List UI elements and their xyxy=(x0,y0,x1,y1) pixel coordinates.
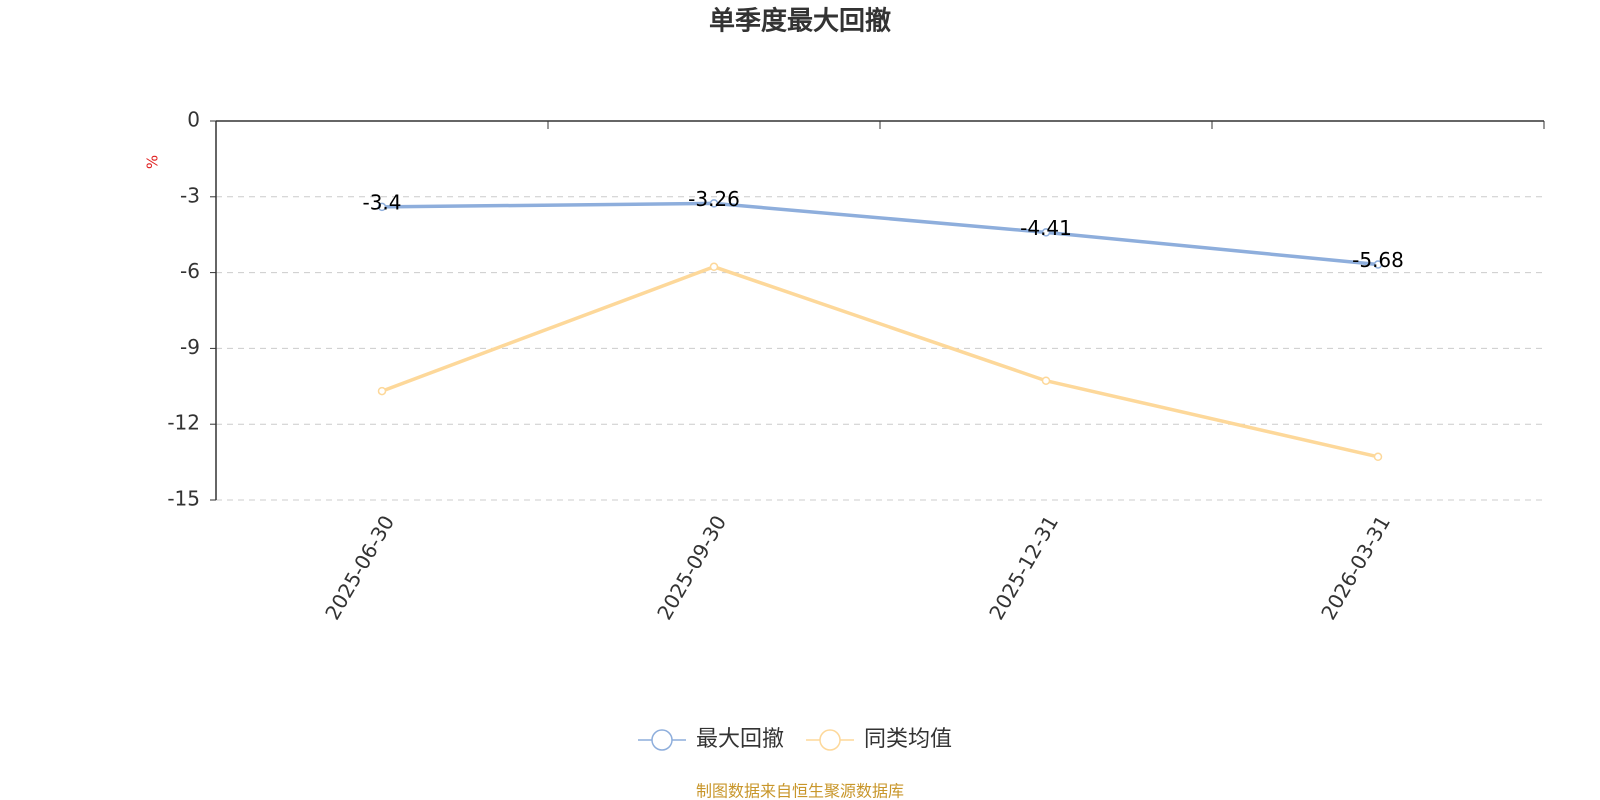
legend-label: 同类均值 xyxy=(864,727,952,752)
legend-item[interactable]: 同类均值 xyxy=(806,727,952,752)
data-label: -4.41 xyxy=(1020,216,1072,240)
data-point xyxy=(1373,260,1383,269)
y-tick-label: -6 xyxy=(180,259,200,283)
x-tick-label: 2025-12-31 xyxy=(984,511,1063,624)
source-note: 制图数据来自恒生聚源数据库 xyxy=(696,782,904,800)
y-tick-label: 0 xyxy=(187,108,200,132)
data-point xyxy=(1041,376,1051,385)
legend-item[interactable]: 最大回撤 xyxy=(638,727,784,752)
y-tick-label: -3 xyxy=(180,183,200,207)
legend-label: 最大回撤 xyxy=(696,727,784,752)
legend-marker xyxy=(819,729,841,751)
y-tick-label: -12 xyxy=(167,411,200,435)
y-tick-label: -9 xyxy=(180,335,200,359)
legend: 最大回撤 同类均值 xyxy=(638,727,952,752)
legend-marker xyxy=(651,729,673,751)
data-point xyxy=(709,199,719,208)
x-tick-label: 2025-09-30 xyxy=(652,511,731,624)
data-point xyxy=(377,386,387,396)
data-point xyxy=(709,262,719,272)
data-point xyxy=(1373,452,1383,462)
data-point xyxy=(377,202,387,212)
series-line xyxy=(381,201,1379,267)
chart-title: 单季度最大回撤 xyxy=(709,6,891,37)
x-tick-label: 2026-03-31 xyxy=(1316,511,1395,624)
data-label: -3.4 xyxy=(362,190,401,214)
x-tick-label: 2025-06-30 xyxy=(320,511,399,624)
y-tick-label: -15 xyxy=(167,487,200,511)
y-axis-label: % xyxy=(144,155,162,169)
series-line xyxy=(381,264,1379,459)
data-label: -3.26 xyxy=(688,187,740,211)
data-point xyxy=(1041,228,1051,237)
data-label: -5.68 xyxy=(1352,248,1404,272)
